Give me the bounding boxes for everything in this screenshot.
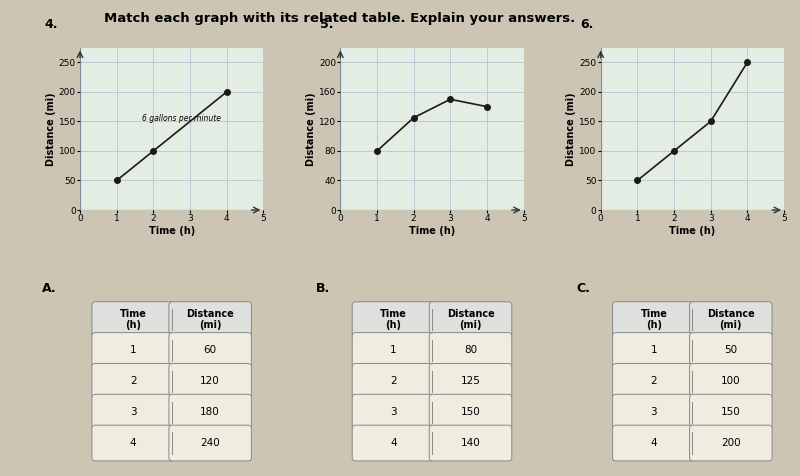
FancyBboxPatch shape — [430, 394, 512, 430]
FancyBboxPatch shape — [352, 364, 434, 399]
Text: 150: 150 — [721, 407, 741, 417]
Text: A.: A. — [42, 282, 56, 295]
FancyBboxPatch shape — [169, 364, 251, 399]
Text: 6.: 6. — [581, 18, 594, 31]
Text: 50: 50 — [724, 346, 738, 356]
FancyBboxPatch shape — [690, 364, 772, 399]
Text: 4: 4 — [650, 438, 657, 448]
Text: 4.: 4. — [44, 18, 58, 31]
FancyBboxPatch shape — [169, 333, 251, 368]
Text: 3: 3 — [390, 407, 397, 417]
Text: B.: B. — [316, 282, 330, 295]
FancyBboxPatch shape — [430, 302, 512, 337]
FancyBboxPatch shape — [92, 425, 174, 461]
Text: 60: 60 — [204, 346, 217, 356]
FancyBboxPatch shape — [352, 394, 434, 430]
FancyBboxPatch shape — [613, 425, 695, 461]
Text: 240: 240 — [200, 438, 220, 448]
Text: 100: 100 — [721, 377, 741, 387]
FancyBboxPatch shape — [613, 364, 695, 399]
FancyBboxPatch shape — [92, 302, 174, 337]
Text: 4: 4 — [390, 438, 397, 448]
Text: 4: 4 — [130, 438, 137, 448]
FancyBboxPatch shape — [613, 394, 695, 430]
FancyBboxPatch shape — [352, 425, 434, 461]
Text: C.: C. — [577, 282, 590, 295]
FancyBboxPatch shape — [690, 425, 772, 461]
FancyBboxPatch shape — [613, 302, 695, 337]
Text: 3: 3 — [650, 407, 657, 417]
Text: Match each graph with its related table. Explain your answers.: Match each graph with its related table.… — [104, 12, 575, 25]
Text: 1: 1 — [390, 346, 397, 356]
X-axis label: Time (h): Time (h) — [670, 226, 715, 236]
Y-axis label: Distance (mi): Distance (mi) — [566, 92, 577, 166]
Text: 125: 125 — [461, 377, 481, 387]
Text: 2: 2 — [650, 377, 657, 387]
Text: 6 gallons per minute: 6 gallons per minute — [142, 114, 222, 123]
Text: 80: 80 — [464, 346, 477, 356]
Text: 3: 3 — [130, 407, 137, 417]
Text: 120: 120 — [200, 377, 220, 387]
X-axis label: Time (h): Time (h) — [149, 226, 194, 236]
Text: 1: 1 — [650, 346, 657, 356]
Text: 180: 180 — [200, 407, 220, 417]
FancyBboxPatch shape — [430, 333, 512, 368]
Text: Time
(h): Time (h) — [380, 309, 407, 330]
Text: 150: 150 — [461, 407, 480, 417]
FancyBboxPatch shape — [430, 425, 512, 461]
Text: Time
(h): Time (h) — [640, 309, 667, 330]
FancyBboxPatch shape — [92, 364, 174, 399]
Y-axis label: Distance (mi): Distance (mi) — [46, 92, 56, 166]
FancyBboxPatch shape — [169, 302, 251, 337]
Text: 140: 140 — [461, 438, 480, 448]
Y-axis label: Distance (mi): Distance (mi) — [306, 92, 316, 166]
Text: Time
(h): Time (h) — [120, 309, 146, 330]
Text: 1: 1 — [130, 346, 137, 356]
FancyBboxPatch shape — [169, 425, 251, 461]
FancyBboxPatch shape — [169, 394, 251, 430]
Text: 2: 2 — [390, 377, 397, 387]
Text: 5.: 5. — [320, 18, 334, 31]
Text: Distance
(mi): Distance (mi) — [707, 309, 754, 330]
Text: Distance
(mi): Distance (mi) — [186, 309, 234, 330]
Text: 200: 200 — [721, 438, 741, 448]
FancyBboxPatch shape — [690, 302, 772, 337]
FancyBboxPatch shape — [613, 333, 695, 368]
Text: Distance
(mi): Distance (mi) — [446, 309, 494, 330]
FancyBboxPatch shape — [92, 333, 174, 368]
FancyBboxPatch shape — [690, 394, 772, 430]
FancyBboxPatch shape — [690, 333, 772, 368]
Text: 2: 2 — [130, 377, 137, 387]
X-axis label: Time (h): Time (h) — [409, 226, 455, 236]
FancyBboxPatch shape — [430, 364, 512, 399]
FancyBboxPatch shape — [352, 302, 434, 337]
FancyBboxPatch shape — [92, 394, 174, 430]
FancyBboxPatch shape — [352, 333, 434, 368]
